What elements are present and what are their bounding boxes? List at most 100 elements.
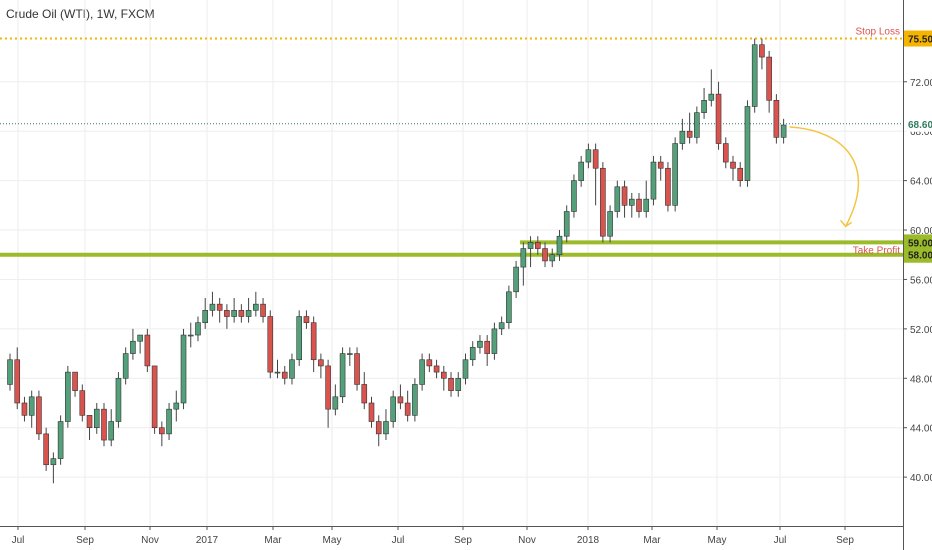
candle xyxy=(101,402,107,447)
candle-body xyxy=(14,359,21,404)
candle-body xyxy=(498,322,505,330)
candle xyxy=(440,365,447,391)
projection-arrow xyxy=(789,126,860,227)
candle xyxy=(310,316,317,373)
candle xyxy=(260,297,266,323)
candle-body xyxy=(549,254,556,262)
candle xyxy=(600,162,606,243)
candle xyxy=(708,69,715,107)
candle xyxy=(115,372,122,428)
candle xyxy=(231,297,237,323)
candle-body xyxy=(412,384,418,416)
candle xyxy=(209,291,216,317)
candle-body xyxy=(694,112,700,138)
grid-lines xyxy=(0,0,903,526)
candle-body xyxy=(383,421,389,435)
candle xyxy=(657,155,664,181)
candle xyxy=(549,248,556,268)
candle-body xyxy=(556,235,563,256)
candle-body xyxy=(780,124,787,138)
candle xyxy=(151,365,158,434)
candle-body xyxy=(50,458,57,466)
candle xyxy=(159,421,165,447)
price-tick-label: 72.00 xyxy=(910,78,932,89)
candle-body xyxy=(296,316,303,361)
arrow-head-icon xyxy=(840,219,853,228)
candle-body xyxy=(751,44,758,107)
candle-body xyxy=(21,402,28,416)
candle xyxy=(585,143,592,169)
candle xyxy=(701,87,707,119)
price-axis[interactable]: 40.00 44.00 48.00 52.00 56.00 60.00 64.00 68.00… xyxy=(903,0,932,550)
candle-body xyxy=(93,408,100,428)
candle-body xyxy=(440,371,447,379)
candle xyxy=(166,402,172,441)
candle-body xyxy=(513,266,519,293)
candle xyxy=(643,180,650,218)
candle-body xyxy=(390,396,396,422)
candle xyxy=(28,390,35,428)
candle-body xyxy=(701,100,707,113)
candle-body xyxy=(310,322,317,361)
candle-body xyxy=(477,340,483,348)
candle-body xyxy=(542,248,548,262)
candle-body xyxy=(375,421,382,435)
candle-body xyxy=(354,353,360,385)
candle xyxy=(715,81,722,150)
candle xyxy=(238,304,245,323)
candle-body xyxy=(173,402,180,410)
candle-body xyxy=(289,359,295,379)
candles xyxy=(7,38,787,484)
candle-body xyxy=(469,347,476,361)
candle xyxy=(224,304,230,329)
take-profit-label: Take Profit xyxy=(853,245,900,256)
candle-body xyxy=(534,242,541,249)
chart-title: Crude Oil (WTI), 1W, FXCM xyxy=(6,7,155,21)
candle xyxy=(448,372,454,397)
candle-body xyxy=(722,143,729,163)
candle xyxy=(636,192,642,218)
candle xyxy=(686,112,693,144)
candle-body xyxy=(592,149,599,169)
time-tick-label: Mar xyxy=(643,535,661,546)
candle-body xyxy=(281,371,288,379)
candle xyxy=(773,94,780,144)
candle xyxy=(180,328,187,410)
candle xyxy=(534,236,541,255)
candle xyxy=(679,118,686,150)
candle-body xyxy=(665,167,671,206)
candle-body xyxy=(527,242,534,249)
price-tick-label: 52.00 xyxy=(910,325,932,336)
price-tick-label: 56.00 xyxy=(910,275,932,286)
candle-body xyxy=(672,143,678,206)
candle xyxy=(187,322,194,348)
time-tick-label: Jul xyxy=(774,535,787,546)
candle-body xyxy=(318,359,324,367)
candle xyxy=(491,322,498,360)
candle-body xyxy=(368,402,375,422)
candle xyxy=(375,415,382,447)
candle-body xyxy=(7,359,13,385)
support-badge-label: 58.00 xyxy=(908,251,932,262)
candle xyxy=(144,328,151,373)
candle xyxy=(563,205,570,243)
candle-body xyxy=(462,359,469,379)
candle-body xyxy=(585,149,592,163)
candle xyxy=(36,390,42,441)
candle xyxy=(759,38,765,70)
candle xyxy=(57,415,64,465)
time-axis[interactable]: Jul Sep Nov 2017 Mar May Jul Sep Nov 2018 Mar May Ju… xyxy=(0,526,903,546)
candle-body xyxy=(260,303,266,317)
candle-body xyxy=(238,310,245,317)
candle-body xyxy=(773,100,780,138)
candle-body xyxy=(79,390,86,416)
time-tick-label: Jul xyxy=(392,535,405,546)
candle xyxy=(556,230,563,261)
candle-body xyxy=(137,334,143,342)
candle xyxy=(325,359,331,428)
candle xyxy=(383,409,389,441)
candle-body xyxy=(202,310,209,323)
candle-body xyxy=(628,198,635,206)
candle-body xyxy=(274,371,281,374)
